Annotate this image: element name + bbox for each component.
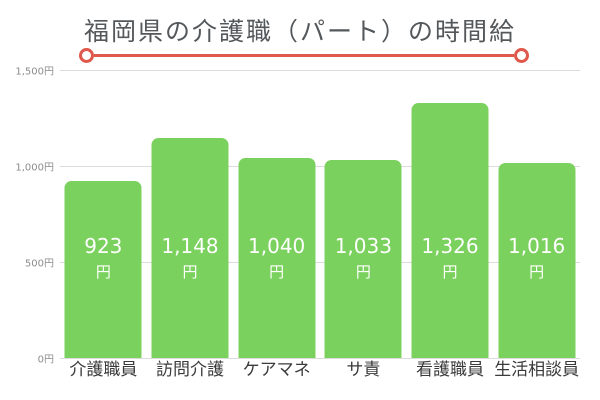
bar-value-number: 1,016 [508,234,566,258]
bar-value-number: 1,033 [334,234,392,258]
bar-slot: 1,148 円 [147,70,234,358]
bar-value-number: 1,326 [421,234,479,258]
gridline [60,262,580,263]
y-axis-tick-label: 1,500円 [15,66,54,78]
bar-value-number: 923 [84,234,123,258]
bar-value-label: 1,326 円 [421,233,478,286]
bar-value-label: 1,148 円 [161,233,218,286]
bar-slot: 1,016 円 [493,70,580,358]
bar-value-unit: 円 [529,263,545,281]
y-axis-tick-label: 1,000円 [15,162,54,174]
title-underline-decoration [79,47,529,63]
bar-value-label: 1,016 円 [508,233,565,286]
bar-value-unit: 円 [442,263,458,281]
bar-value-label: 1,033 円 [335,233,392,286]
rule-end-ring-left-icon [79,47,94,63]
x-axis-labels: 介護職員 訪問介護 ケアマネ サ責 看護職員 生活相談員 [60,358,580,382]
bar-value-unit: 円 [182,263,198,281]
bar-ケアマネ [238,158,316,358]
x-axis-category-label: サ責 [346,360,381,380]
bar-介護職員 [64,180,142,358]
plot-area: 0円 500円 1,000円 1,500円 923 円 1,148 円 1,040 円 1,033 円… [15,67,580,366]
bar-訪問介護 [151,137,229,358]
bar-slot: 1,033 円 [320,70,407,358]
bar-value-unit: 円 [355,263,371,281]
bar-看護職員 [411,103,489,358]
bar-value-label: 1,040 円 [248,233,305,286]
x-axis-category-label: 介護職員 [69,360,138,380]
bar-生活相談員 [498,162,576,358]
bar-value-unit: 円 [95,263,111,281]
rule-line [94,53,514,57]
bar-value-unit: 円 [269,263,285,281]
y-axis-tick-label: 500円 [24,258,54,270]
x-axis-category-label: 看護職員 [416,360,485,380]
chart-title: 福岡県の介護職（パート）の時間給 [83,17,516,46]
y-axis-tick-label: 0円 [37,354,54,366]
bar-サ責 [324,159,402,358]
bar-value-number: 1,040 [248,234,306,258]
gridline [60,166,580,167]
gridline [60,70,580,71]
gridline [60,358,580,359]
bar-value-label: 923 円 [84,233,122,286]
rule-end-ring-right-icon [514,47,529,63]
x-axis-category-label: 訪問介護 [156,360,224,380]
x-axis-category-label: 生活相談員 [494,360,580,380]
bar-slot: 1,040 円 [233,70,320,358]
x-axis-category-label: ケアマネ [242,360,311,380]
bar-slot: 923 円 [60,70,147,358]
bar-value-number: 1,148 [161,234,219,258]
bar-slot: 1,326 円 [407,70,494,358]
